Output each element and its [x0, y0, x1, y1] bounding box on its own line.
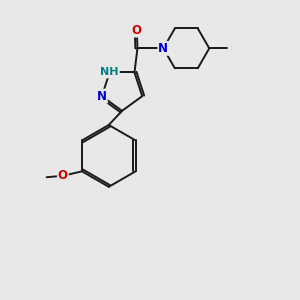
Text: O: O	[132, 24, 142, 37]
Text: O: O	[58, 169, 68, 182]
Text: N: N	[97, 90, 107, 103]
Text: NH: NH	[100, 68, 119, 77]
Text: N: N	[158, 42, 168, 55]
